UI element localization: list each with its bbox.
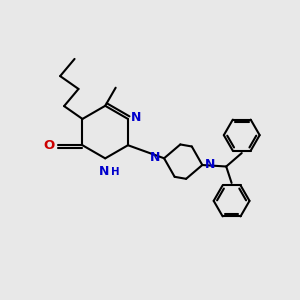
Text: N: N [205, 158, 216, 171]
Text: N: N [131, 111, 141, 124]
Text: N: N [150, 151, 160, 164]
Text: O: O [44, 139, 55, 152]
Text: H: H [111, 167, 119, 177]
Text: N: N [98, 165, 109, 178]
